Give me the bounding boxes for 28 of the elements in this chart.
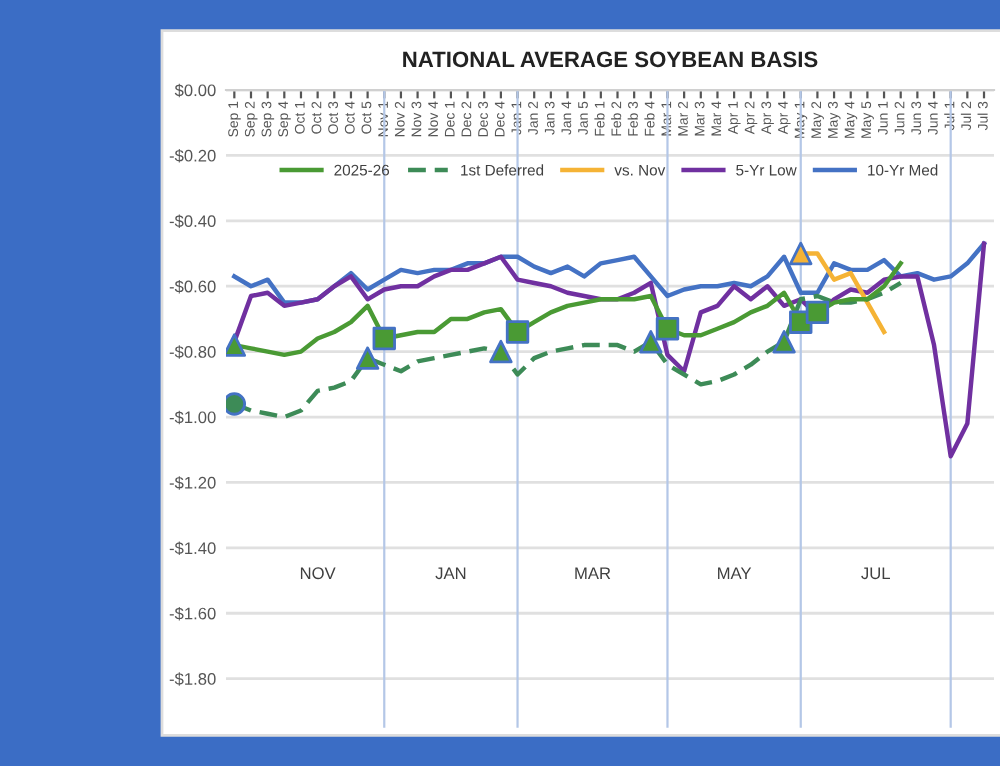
y-tick-label: -$1.40	[169, 541, 216, 556]
point	[789, 241, 813, 266]
point	[772, 330, 796, 354]
annotation: MAY	[718, 567, 752, 579]
annotation: MAR	[575, 567, 611, 579]
point	[655, 317, 680, 341]
y-tick-label: -$0.60	[169, 279, 216, 294]
y-tick-label: -$1.00	[169, 410, 216, 425]
point	[805, 300, 830, 325]
point	[489, 339, 513, 364]
y-tick-label: -$1.80	[169, 672, 216, 686]
y-tick-label: $0.00	[174, 83, 216, 98]
y-tick-label: -$0.20	[169, 149, 216, 163]
chart-title: NATIONAL AVERAGE SOYBEAN BASIS	[403, 51, 818, 68]
point	[226, 392, 247, 416]
y-tick-label: -$1.60	[169, 606, 216, 621]
annotation: JAN	[435, 567, 466, 580]
annotation: JUL	[861, 567, 890, 580]
y-tick-label: -$0.80	[169, 345, 216, 359]
annotation: NOV	[300, 567, 336, 580]
point	[505, 320, 530, 344]
point	[372, 326, 396, 351]
point	[226, 333, 247, 357]
line-series	[232, 241, 987, 305]
point	[355, 346, 380, 370]
y-tick-label: -$0.40	[169, 214, 216, 229]
y-tick-label: -$1.20	[169, 476, 216, 490]
point	[639, 330, 663, 354]
